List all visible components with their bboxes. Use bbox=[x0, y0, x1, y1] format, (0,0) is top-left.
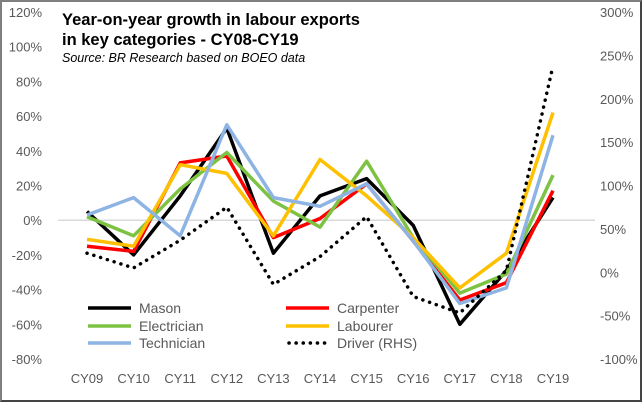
left-axis-tick-label: 0% bbox=[23, 213, 42, 228]
right-axis-tick-label: 100% bbox=[600, 179, 634, 194]
right-axis-tick-label: 300% bbox=[600, 5, 634, 20]
legend-label: Technician bbox=[139, 335, 205, 351]
legend-label: Labourer bbox=[337, 318, 393, 334]
left-axis-tick-label: 20% bbox=[16, 179, 42, 194]
legend-label: Mason bbox=[139, 300, 181, 316]
x-axis-tick-label: CY19 bbox=[537, 371, 570, 386]
right-axis-tick-label: 200% bbox=[600, 92, 634, 107]
left-axis-tick-label: 60% bbox=[16, 109, 42, 124]
left-axis-tick-label: 40% bbox=[16, 144, 42, 159]
x-axis-tick-label: CY16 bbox=[397, 371, 430, 386]
x-axis-tick-label: CY18 bbox=[490, 371, 523, 386]
x-axis-tick-label: CY13 bbox=[257, 371, 290, 386]
left-axis-tick-label: -80% bbox=[12, 352, 43, 367]
left-axis-tick-label: 120% bbox=[9, 5, 43, 20]
x-axis-tick-label: CY09 bbox=[71, 371, 104, 386]
right-axis-tick-label: -100% bbox=[600, 352, 638, 367]
x-axis-tick-label: CY15 bbox=[350, 371, 383, 386]
x-axis-tick-label: CY14 bbox=[304, 371, 337, 386]
left-axis-tick-label: -60% bbox=[12, 317, 43, 332]
x-axis-tick-label: CY10 bbox=[117, 371, 150, 386]
series-line-labourer bbox=[86, 112, 555, 290]
right-axis-tick-label: 150% bbox=[600, 135, 634, 150]
left-axis-tick-label: 80% bbox=[16, 74, 42, 89]
series-line-driver-rhs bbox=[85, 64, 555, 315]
left-axis-tick-label: 100% bbox=[9, 40, 43, 55]
legend-label: Carpenter bbox=[337, 300, 400, 316]
right-axis-tick-label: 0% bbox=[600, 265, 619, 280]
right-axis-tick-label: 250% bbox=[600, 48, 634, 63]
x-axis-tick-label: CY12 bbox=[211, 371, 244, 386]
left-axis-tick-label: -20% bbox=[12, 248, 43, 263]
right-axis-tick-label: -50% bbox=[600, 309, 631, 324]
x-axis-tick-label: CY11 bbox=[164, 371, 196, 386]
right-axis-tick-label: 50% bbox=[600, 222, 626, 237]
chart-subtitle: Source: BR Research based on BOEO data bbox=[62, 51, 306, 65]
legend-label: Driver (RHS) bbox=[337, 335, 417, 351]
left-axis-tick-label: -40% bbox=[12, 283, 43, 298]
x-axis-tick-label: CY17 bbox=[444, 371, 477, 386]
legend-label: Electrician bbox=[139, 318, 204, 334]
chart-title: Year-on-year growth in labour exports in… bbox=[62, 11, 360, 49]
